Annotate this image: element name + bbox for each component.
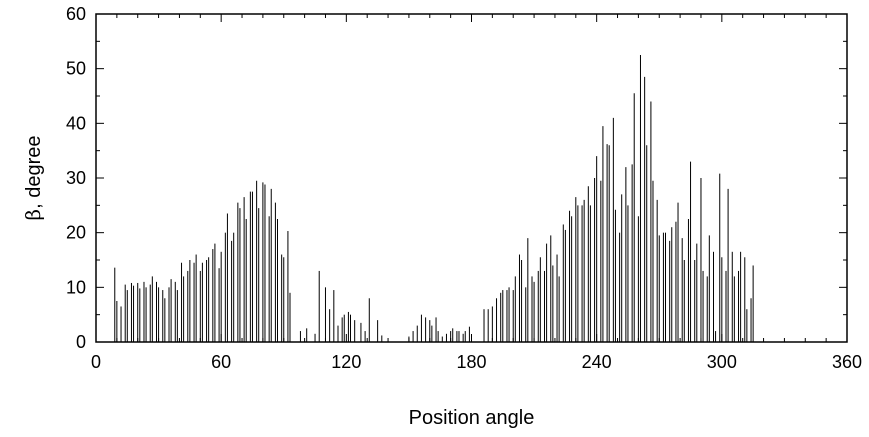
y-tick-label: 50 xyxy=(66,59,86,79)
y-tick-label: 10 xyxy=(66,277,86,297)
y-axis-label-text: , degree xyxy=(23,136,45,209)
x-tick-label: 60 xyxy=(211,352,231,372)
y-tick-label: 30 xyxy=(66,168,86,188)
x-tick-label: 180 xyxy=(456,352,486,372)
tick-labels: 0 60 120 180 240 300 360 0 10 20 30 40 50 60 xyxy=(66,4,862,372)
x-tick-label: 0 xyxy=(91,352,101,372)
x-tick-label: 360 xyxy=(832,352,862,372)
y-tick-label: 0 xyxy=(76,332,86,352)
y-tick-label: 40 xyxy=(66,113,86,133)
x-tick-label: 300 xyxy=(707,352,737,372)
y-tick-label: 60 xyxy=(66,4,86,24)
plot-frame xyxy=(95,13,848,343)
x-axis-label: Position angle xyxy=(409,407,535,429)
y-axis-label: β, degree xyxy=(21,136,45,221)
y-axis-label-symbol: β xyxy=(21,209,45,221)
x-tick-label: 120 xyxy=(331,352,361,372)
bars-group xyxy=(114,55,754,342)
y-tick-label: 20 xyxy=(66,223,86,243)
x-tick-label: 240 xyxy=(582,352,612,372)
